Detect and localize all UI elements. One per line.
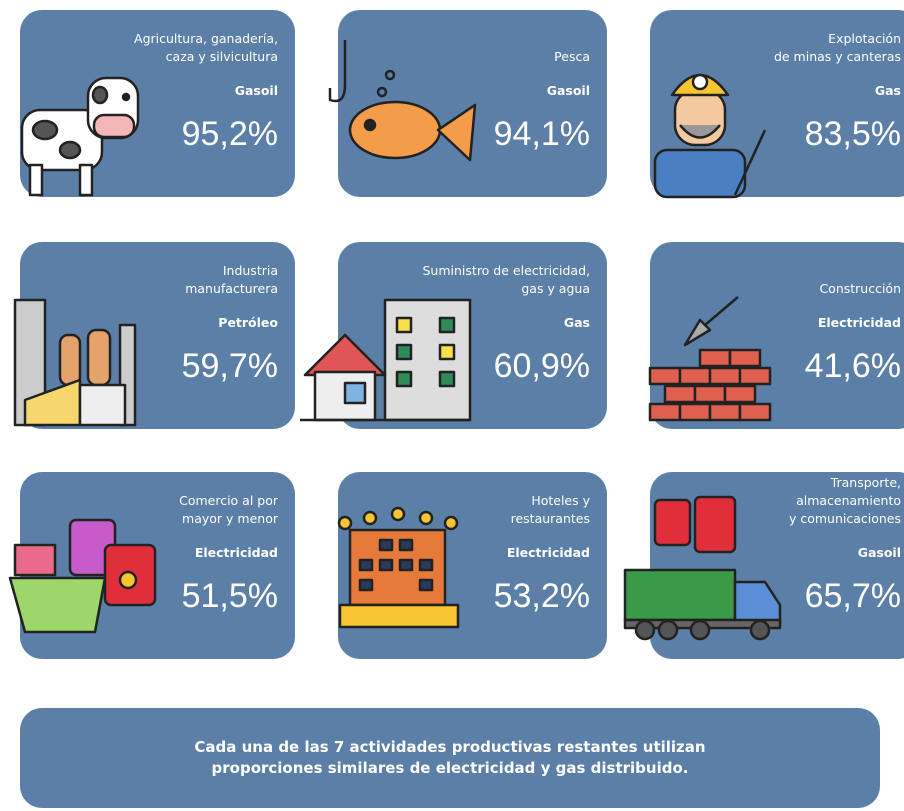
fuel-type: Petróleo [218,315,278,330]
cow-icon [22,78,138,195]
fuel-share: 94,1% [494,115,590,154]
fuel-type: Electricidad [195,545,278,560]
fuel-type: Gasoil [235,83,278,98]
fuel-type: Electricidad [507,545,590,560]
infographic: Agricultura, ganadería,caza y silvicultu… [0,0,904,811]
basket-icon [10,520,155,632]
fish-icon [330,40,475,160]
bricks-icon [650,297,770,420]
sector-label: restaurantes [511,510,590,528]
sector-label: manufacturera [185,280,278,298]
footer-line: Cada una de las 7 actividades productiva… [20,737,880,758]
sector-label: Hoteles y [531,492,590,510]
sector-label: Industria [223,262,278,280]
sector-label: y comunicaciones [789,510,901,528]
fuel-share: 83,5% [805,115,901,154]
fuel-type: Gas [564,315,590,330]
footer-line: proporciones similares de electricidad y… [20,758,880,779]
icons [0,0,904,811]
sector-label: gas y agua [521,280,590,298]
fuel-type: Electricidad [818,315,901,330]
sector-label: caza y silvicultura [166,48,278,66]
truck-icon [625,497,780,639]
fuel-type: Gasoil [858,545,901,560]
fuel-share: 51,5% [182,577,278,616]
sector-label: Suministro de electricidad, [423,262,591,280]
fuel-type: Gas [875,83,901,98]
factory-icon [15,300,135,425]
sector-label: Pesca [554,48,590,66]
sector-label: almacenamiento [796,492,901,510]
fuel-share: 59,7% [182,347,278,386]
fuel-share: 53,2% [494,577,590,616]
footer-banner: Cada una de las 7 actividades productiva… [20,708,880,808]
fuel-share: 95,2% [182,115,278,154]
fuel-share: 65,7% [805,577,901,616]
sector-label: mayor y menor [182,510,278,528]
sector-label: Transporte, [831,474,901,492]
sector-label: Construcción [819,280,901,298]
sector-label: Agricultura, ganadería, [134,30,278,48]
sector-label: Comercio al por [179,492,278,510]
sector-label: de minas y canteras [774,48,901,66]
fuel-type: Gasoil [547,83,590,98]
hotel-icon [339,508,458,627]
sector-label: Explotación [828,30,901,48]
fuel-share: 60,9% [494,347,590,386]
fuel-share: 41,6% [805,347,901,386]
buildings-icon [300,300,470,420]
miner-icon [655,75,765,197]
